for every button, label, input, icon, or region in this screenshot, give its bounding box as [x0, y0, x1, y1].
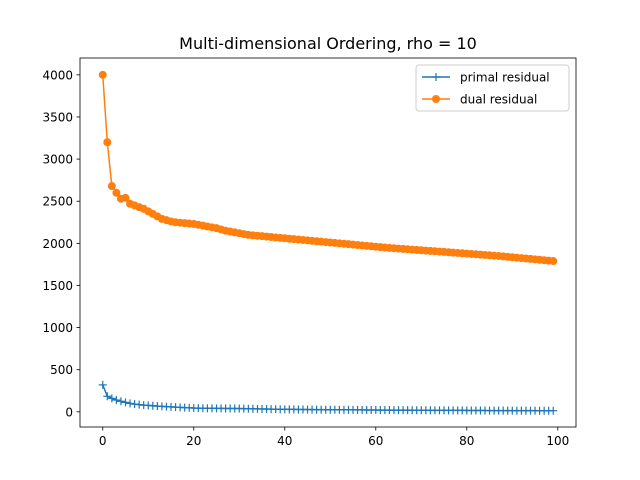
data-point	[549, 406, 558, 415]
data-point	[116, 397, 125, 406]
x-tick-label: 0	[99, 434, 107, 448]
legend-marker	[432, 95, 440, 103]
legend-item: dual residual	[422, 93, 537, 107]
data-point	[549, 257, 558, 266]
data-point	[121, 193, 130, 202]
y-tick-label: 0	[65, 405, 73, 419]
data-point	[103, 138, 112, 147]
axes: 0 20 40 60 80 1000500100015002000250030003500…	[42, 57, 577, 448]
x-tick-label: 60	[368, 434, 383, 448]
series-dual-residual	[98, 70, 558, 266]
data-point	[98, 70, 107, 79]
y-tick-label: 4000	[42, 68, 73, 82]
x-tick-label: 80	[459, 434, 474, 448]
legend-box	[415, 64, 570, 112]
y-tick-label: 3000	[42, 153, 73, 167]
data-point	[121, 398, 130, 407]
chart-title: Multi-dimensional Ordering, rho = 10	[179, 34, 477, 53]
y-tick-label: 2000	[42, 237, 73, 251]
data-point	[112, 396, 121, 405]
data-point	[112, 188, 121, 197]
data-point	[126, 399, 135, 408]
data-point	[103, 392, 112, 401]
y-tick-label: 500	[50, 363, 73, 377]
legend-marker	[432, 73, 440, 81]
y-tick-label: 1000	[42, 321, 73, 335]
x-tick-label: 20	[186, 434, 201, 448]
legend: primal residual dual residual	[415, 64, 570, 112]
data-point	[107, 394, 116, 403]
y-tick-label: 2500	[42, 195, 73, 209]
y-tick-label: 1500	[42, 279, 73, 293]
data-point	[98, 380, 107, 389]
x-tick-label: 40	[277, 434, 292, 448]
y-tick-label: 3500	[42, 110, 73, 124]
series-primal-residual	[98, 380, 558, 415]
plot-series	[98, 70, 558, 415]
plot-frame	[79, 57, 577, 428]
data-point	[107, 182, 116, 191]
legend-label: primal residual	[460, 71, 550, 85]
legend-item: primal residual	[422, 71, 550, 85]
x-tick-label: 100	[546, 434, 569, 448]
legend-label: dual residual	[460, 93, 537, 107]
